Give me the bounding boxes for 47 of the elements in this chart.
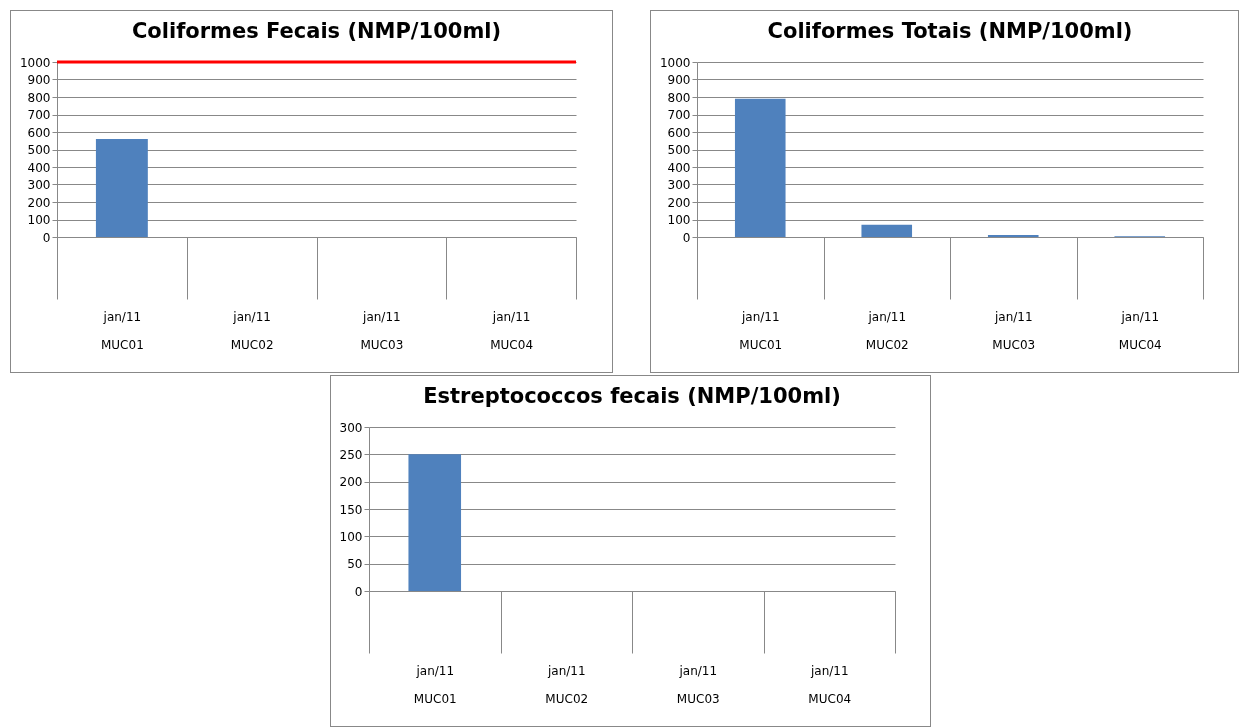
y-tick-label: 800 xyxy=(667,90,691,105)
x-tick-label: jan/11 MUC02 xyxy=(230,309,274,352)
y-tick-label: 300 xyxy=(27,178,51,192)
x-tick-label: jan/11 MUC02 xyxy=(865,309,909,352)
y-tick-label: 0 xyxy=(354,584,363,599)
y-tick-label: 100 xyxy=(27,213,51,227)
y-tick-label: 200 xyxy=(27,195,51,210)
chart-title: Coliformes Fecais (NMP/100ml) xyxy=(131,19,502,43)
y-tick-label: 300 xyxy=(339,420,363,435)
y-tick-label: 0 xyxy=(42,230,51,245)
y-tick-label: 300 xyxy=(667,178,691,192)
x-tick-label: jan/11 MUC04 xyxy=(490,309,534,352)
chart-title: Estreptococcos fecais (NMP/100ml) xyxy=(423,384,841,408)
y-tick-label: 900 xyxy=(667,73,691,87)
x-tick-label: jan/11 MUC01 xyxy=(413,663,457,706)
bar xyxy=(987,234,1039,237)
bar xyxy=(861,224,913,237)
y-tick-label: 100 xyxy=(339,529,363,544)
x-tick-label: jan/11 MUC03 xyxy=(360,309,404,352)
y-tick-label: 500 xyxy=(667,143,691,157)
x-tick-label: jan/11 MUC03 xyxy=(676,663,720,706)
y-tick-label: 100 xyxy=(667,213,691,227)
bar xyxy=(734,98,786,237)
y-tick-label: 50 xyxy=(347,557,363,572)
y-tick-label: 150 xyxy=(339,502,363,517)
x-tick-label: jan/11 MUC02 xyxy=(545,663,589,706)
y-tick-label: 250 xyxy=(339,447,363,462)
y-tick-label: 400 xyxy=(667,160,691,175)
y-tick-label: 1000 xyxy=(19,55,51,70)
x-tick-label: jan/11 MUC04 xyxy=(1118,309,1162,352)
y-tick-label: 1000 xyxy=(659,55,691,70)
y-tick-label: 200 xyxy=(339,475,363,490)
x-tick-label: jan/11 MUC01 xyxy=(739,309,783,352)
y-tick-label: 900 xyxy=(27,73,51,87)
y-tick-label: 700 xyxy=(667,108,691,122)
x-tick-label: jan/11 MUC04 xyxy=(808,663,852,706)
y-tick-label: 500 xyxy=(27,143,51,157)
chart-title: Coliformes Totais (NMP/100ml) xyxy=(767,19,1133,43)
y-tick-label: 800 xyxy=(27,90,51,105)
y-tick-label: 600 xyxy=(27,125,51,140)
y-tick-label: 200 xyxy=(667,195,691,210)
x-tick-label: jan/11 MUC03 xyxy=(992,309,1036,352)
y-tick-label: 700 xyxy=(27,108,51,122)
y-tick-label: 600 xyxy=(667,125,691,140)
y-tick-label: 0 xyxy=(682,230,691,245)
y-tick-label: 400 xyxy=(27,160,51,175)
x-tick-label: jan/11 MUC01 xyxy=(100,309,144,352)
